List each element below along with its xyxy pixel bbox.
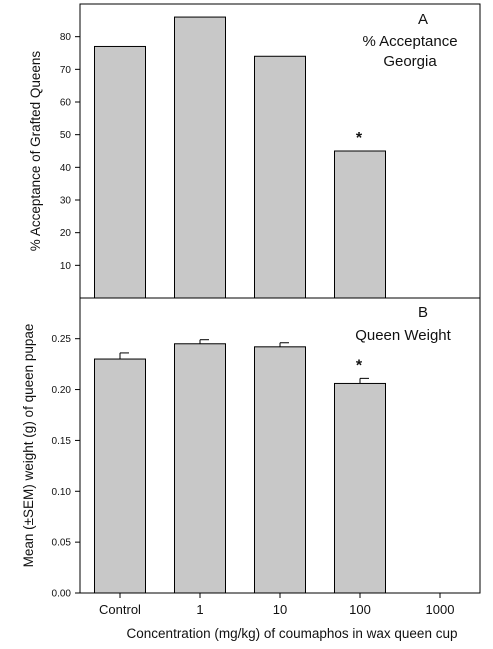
- bar-b-1: [174, 343, 226, 594]
- panel-title-b: Queen Weight: [355, 327, 451, 344]
- bar-b-100: [334, 382, 386, 594]
- y-tick-label-a: 10: [60, 261, 72, 272]
- y-axis-label-b: Mean (±SEM) weight (g) of queen pupae: [21, 324, 36, 568]
- y-tick-label-a: 40: [60, 163, 72, 174]
- y-tick-label-a: 70: [60, 65, 72, 76]
- y-tick-label-b: 0.20: [52, 385, 72, 396]
- y-tick-label-b: 0.05: [52, 538, 72, 549]
- significance-asterisk-b: *: [356, 357, 363, 374]
- y-tick-label-b: 0.25: [52, 334, 72, 345]
- bar-a-1: [174, 16, 226, 299]
- x-axis-label: Concentration (mg/kg) of coumaphos in wa…: [127, 626, 458, 641]
- y-axis-label-a: % Acceptance of Grafted Queens: [28, 51, 43, 252]
- panel-letter-b: B: [418, 304, 428, 321]
- y-tick-label-a: 80: [60, 32, 72, 43]
- panel-letter-a: A: [418, 11, 428, 28]
- x-tick-label-1000: 1000: [426, 602, 455, 617]
- x-tick-label-control: Control: [99, 602, 141, 617]
- y-tick-label-a: 60: [60, 98, 72, 109]
- shared-x-axis: Control 1 10 100 1000 Concentration (mg/kg) o…: [99, 593, 457, 641]
- panel-title-a: Georgia: [383, 53, 437, 70]
- bar-a-control: [94, 45, 146, 299]
- bar-a-10: [254, 55, 306, 299]
- significance-asterisk-a: *: [356, 130, 363, 147]
- y-tick-label-b: 0.15: [52, 436, 72, 447]
- panel-title-a: % Acceptance: [362, 33, 457, 50]
- panel-a: 10 20 30 40 50 60 70 80 * A % Acceptance Georgia % A…: [28, 3, 481, 299]
- y-tick-label-b: 0.10: [52, 487, 72, 498]
- bar-b-10: [254, 346, 306, 594]
- y-tick-label-a: 50: [60, 130, 72, 141]
- bar-a-100: [334, 150, 386, 299]
- x-tick-label-100: 100: [349, 602, 371, 617]
- panel-b: 0.00 0.05 0.10 0.15 0.20 0.25 * B Queen Weight Me…: [21, 297, 481, 600]
- x-tick-label-10: 10: [273, 602, 287, 617]
- x-tick-label-1: 1: [196, 602, 203, 617]
- y-tick-label-a: 30: [60, 196, 72, 207]
- y-tick-label-a: 20: [60, 228, 72, 239]
- y-tick-label-b: 0.00: [52, 589, 72, 600]
- bar-b-control: [94, 358, 146, 594]
